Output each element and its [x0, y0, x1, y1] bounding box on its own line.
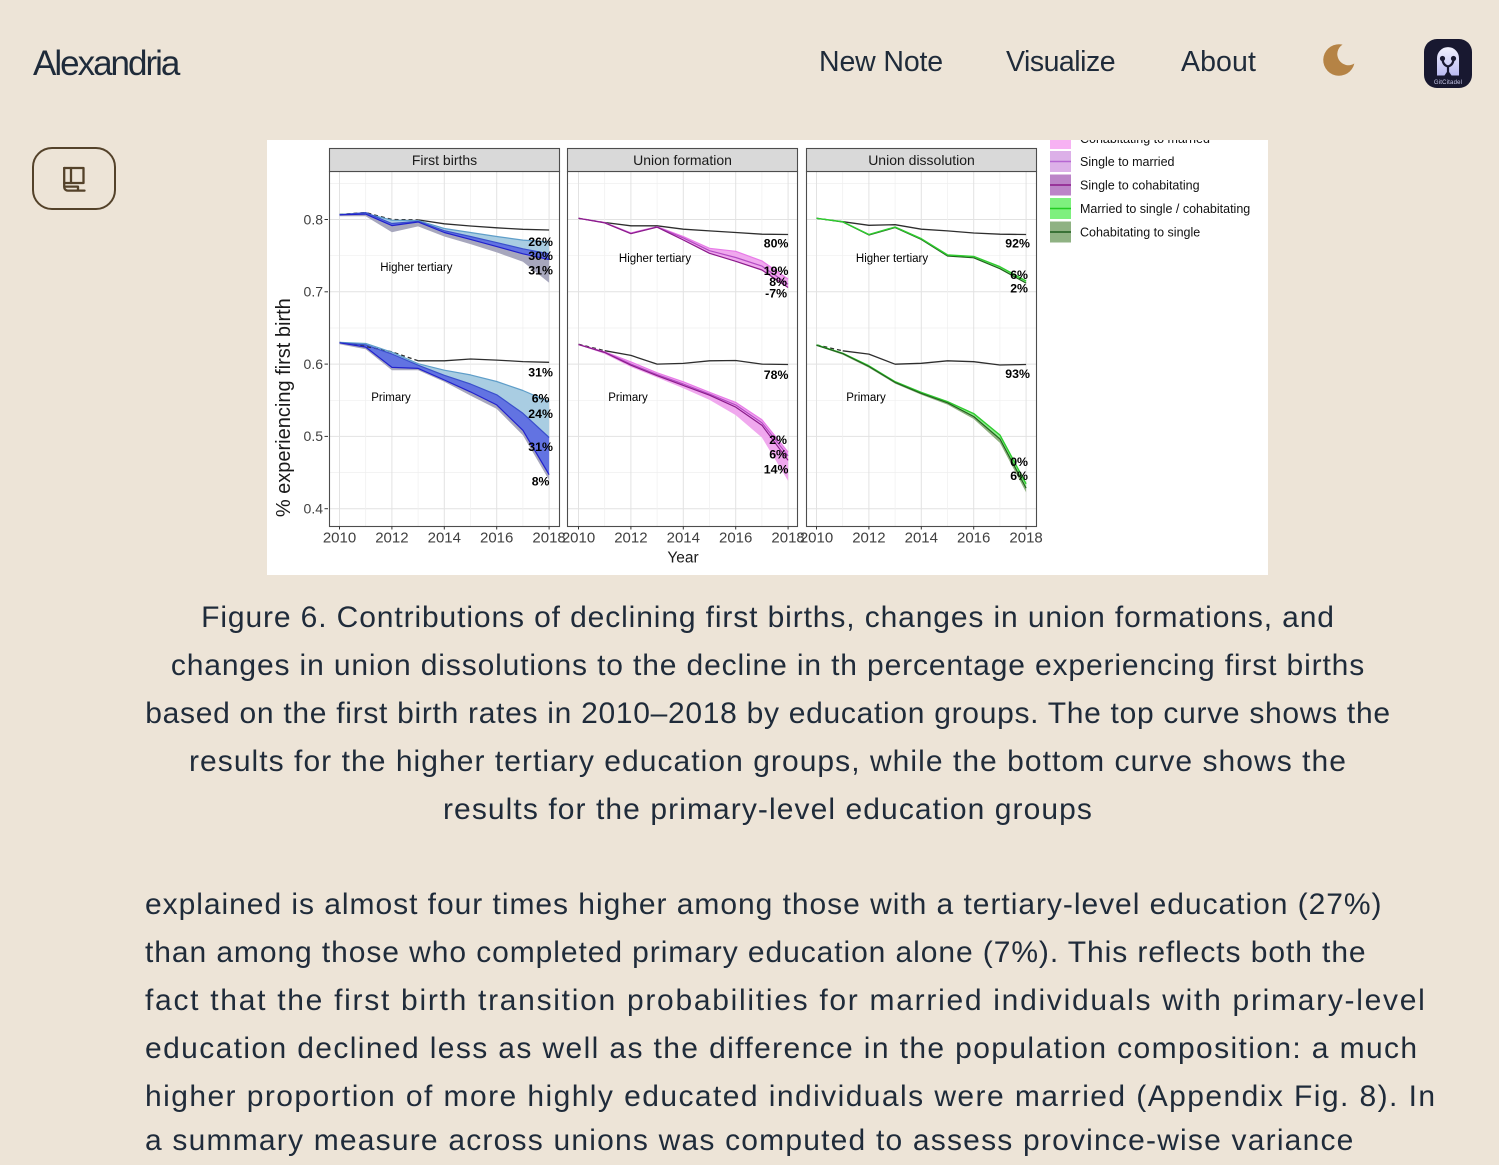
- svg-text:2%: 2%: [769, 433, 787, 447]
- svg-text:0.5: 0.5: [304, 428, 324, 444]
- svg-text:2016: 2016: [957, 530, 990, 547]
- svg-text:Single to married: Single to married: [1080, 155, 1175, 169]
- svg-text:2010: 2010: [323, 530, 356, 547]
- svg-text:2018: 2018: [1009, 530, 1042, 547]
- svg-text:6%: 6%: [1010, 469, 1028, 483]
- svg-text:-7%: -7%: [765, 287, 787, 301]
- svg-text:2010: 2010: [800, 530, 833, 547]
- svg-text:Primary: Primary: [371, 392, 411, 404]
- svg-text:31%: 31%: [528, 264, 553, 278]
- svg-text:Cohabitating to single: Cohabitating to single: [1080, 226, 1200, 240]
- svg-text:2018: 2018: [532, 530, 565, 547]
- svg-text:Union formation: Union formation: [633, 152, 732, 168]
- svg-text:6%: 6%: [769, 447, 787, 461]
- svg-text:0.8: 0.8: [304, 211, 324, 227]
- svg-text:2018: 2018: [771, 530, 804, 547]
- svg-text:31%: 31%: [528, 440, 553, 454]
- svg-text:92%: 92%: [1005, 237, 1030, 251]
- svg-text:Cohabitating to married: Cohabitating to married: [1080, 140, 1210, 146]
- svg-text:0.6: 0.6: [304, 356, 324, 372]
- svg-text:0%: 0%: [1010, 455, 1028, 469]
- svg-text:Union dissolution: Union dissolution: [868, 152, 975, 168]
- svg-text:Single to cohabitating: Single to cohabitating: [1080, 179, 1200, 193]
- svg-text:2016: 2016: [480, 530, 513, 547]
- svg-text:First births: First births: [412, 152, 477, 168]
- svg-text:31%: 31%: [528, 366, 553, 380]
- svg-text:0.7: 0.7: [304, 284, 324, 300]
- svg-text:26%: 26%: [528, 235, 553, 249]
- svg-text:2010: 2010: [562, 530, 595, 547]
- svg-text:8%: 8%: [532, 474, 550, 488]
- svg-text:78%: 78%: [764, 368, 789, 382]
- svg-text:80%: 80%: [764, 237, 789, 251]
- svg-text:Higher tertiary: Higher tertiary: [380, 262, 452, 274]
- svg-text:Higher tertiary: Higher tertiary: [619, 253, 691, 265]
- svg-text:2012: 2012: [852, 530, 885, 547]
- svg-text:2014: 2014: [667, 530, 700, 547]
- svg-text:19%: 19%: [764, 264, 789, 278]
- svg-text:8%: 8%: [769, 275, 787, 289]
- svg-text:6%: 6%: [1010, 268, 1028, 282]
- svg-text:2016: 2016: [719, 530, 752, 547]
- svg-text:2014: 2014: [428, 530, 461, 547]
- svg-text:2012: 2012: [375, 530, 408, 547]
- svg-text:0.4: 0.4: [304, 501, 324, 517]
- svg-text:6%: 6%: [532, 392, 550, 406]
- svg-text:Primary: Primary: [608, 392, 648, 404]
- svg-text:Year: Year: [667, 550, 698, 567]
- svg-text:24%: 24%: [528, 407, 553, 421]
- svg-text:Primary: Primary: [846, 392, 886, 404]
- svg-text:Married to single / cohabitati: Married to single / cohabitating: [1080, 202, 1250, 216]
- svg-text:93%: 93%: [1005, 367, 1030, 381]
- svg-text:2014: 2014: [905, 530, 938, 547]
- svg-text:30%: 30%: [528, 249, 553, 263]
- svg-text:% experiencing first birth: % experiencing first birth: [273, 298, 295, 517]
- svg-text:Higher tertiary: Higher tertiary: [856, 253, 928, 265]
- svg-text:2012: 2012: [614, 530, 647, 547]
- svg-text:14%: 14%: [764, 463, 789, 477]
- svg-text:2%: 2%: [1010, 282, 1028, 296]
